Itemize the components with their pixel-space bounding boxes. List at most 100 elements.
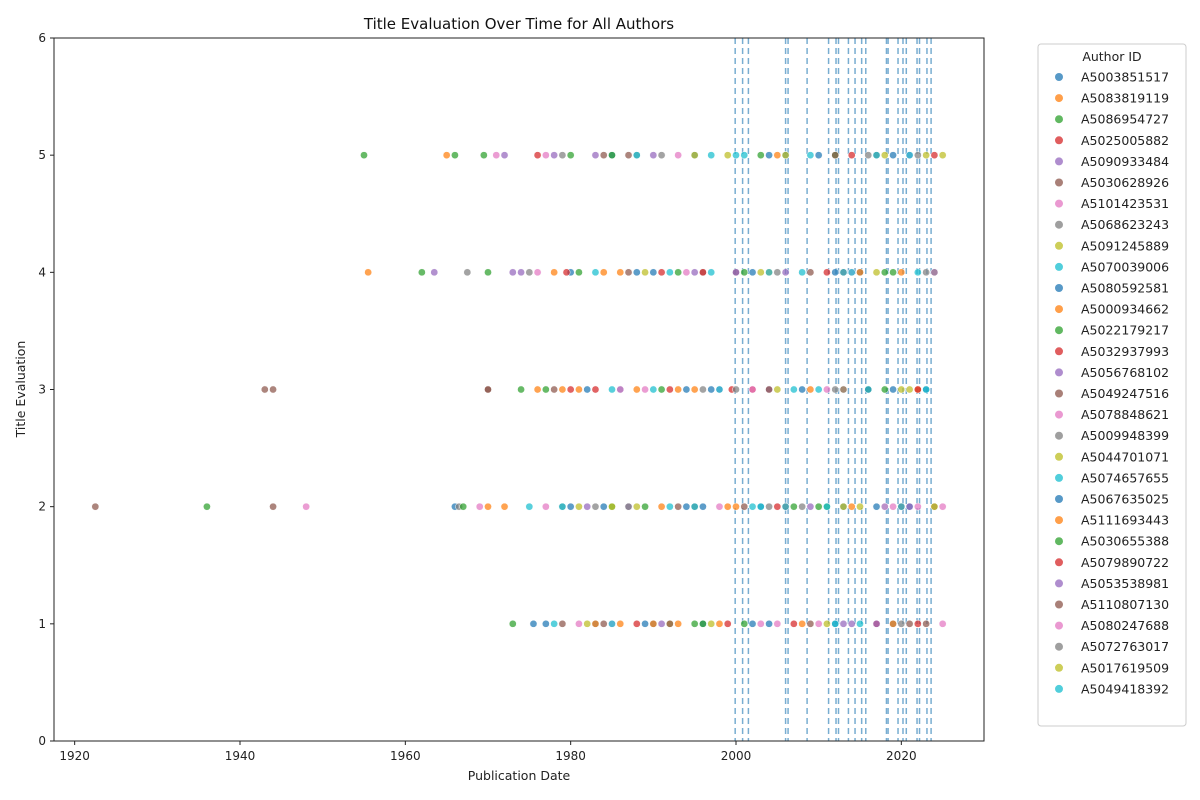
legend-marker <box>1055 178 1063 187</box>
data-point <box>715 619 724 628</box>
data-point <box>599 151 608 160</box>
x-axis-label: Publication Date <box>468 768 571 783</box>
data-point <box>616 385 625 394</box>
legend-entry: A5068623243 <box>1081 217 1169 232</box>
data-point <box>690 268 699 277</box>
data-point <box>599 268 608 277</box>
data-point <box>484 385 492 394</box>
legend-entry: A5022179217 <box>1081 323 1169 338</box>
data-point <box>707 268 716 277</box>
data-point <box>905 619 914 628</box>
legend-marker <box>1055 368 1063 377</box>
data-point <box>575 619 583 628</box>
legend-marker <box>1055 473 1063 482</box>
data-point <box>872 268 881 277</box>
data-point <box>839 502 848 511</box>
data-point <box>430 268 439 277</box>
data-point <box>765 151 773 160</box>
data-point <box>682 502 691 511</box>
data-point <box>418 268 426 277</box>
x-tick-label: 1960 <box>390 749 421 763</box>
data-point <box>575 268 583 277</box>
data-point <box>463 268 472 277</box>
legend-entry: A5110807130 <box>1081 597 1169 612</box>
data-point <box>608 502 616 511</box>
data-point <box>781 151 790 160</box>
data-point <box>591 268 600 277</box>
legend-marker <box>1055 516 1063 525</box>
data-point <box>922 268 930 277</box>
data-point <box>674 502 682 511</box>
data-point <box>624 268 633 277</box>
data-point <box>897 385 906 394</box>
data-point <box>632 385 641 394</box>
legend-entry: A5049247516 <box>1081 386 1169 401</box>
data-point <box>608 619 616 628</box>
data-point <box>533 268 542 277</box>
legend-entry: A5000934662 <box>1081 302 1169 317</box>
legend-entry: A5009948399 <box>1081 428 1169 443</box>
data-point <box>914 385 922 394</box>
legend-title: Author ID <box>1082 49 1141 64</box>
y-tick-label: 1 <box>38 617 46 631</box>
data-point <box>666 268 674 277</box>
data-point <box>517 385 525 394</box>
data-point <box>880 385 889 394</box>
data-point <box>529 619 538 628</box>
data-point <box>839 385 848 394</box>
x-tick-label: 1940 <box>225 749 256 763</box>
data-point <box>674 385 682 394</box>
data-point <box>831 268 840 277</box>
data-point <box>897 502 906 511</box>
data-point <box>856 268 864 277</box>
y-axis-ticks: 0 1 2 3 4 5 6 <box>38 31 54 748</box>
data-point <box>732 502 740 511</box>
data-point <box>451 151 459 160</box>
data-point <box>790 502 798 511</box>
data-point <box>550 268 558 277</box>
data-point <box>690 502 699 511</box>
data-point <box>666 385 674 394</box>
data-point <box>831 385 840 394</box>
data-point <box>649 385 658 394</box>
y-tick-label: 6 <box>38 31 46 45</box>
data-point <box>847 151 856 160</box>
data-point <box>723 151 732 160</box>
data-point <box>732 385 740 394</box>
legend-entry: A5053538981 <box>1081 576 1169 591</box>
data-point <box>756 151 765 160</box>
data-point <box>938 619 947 628</box>
data-point <box>583 502 592 511</box>
data-point <box>748 385 757 394</box>
data-point <box>707 619 716 628</box>
data-point <box>756 619 765 628</box>
data-point <box>823 619 831 628</box>
x-tick-label: 1920 <box>59 749 90 763</box>
legend-entry: A5070039006 <box>1081 259 1169 274</box>
data-point <box>91 502 100 511</box>
data-point <box>525 502 534 511</box>
data-point <box>880 502 889 511</box>
legend-entry: A5078848621 <box>1081 407 1169 422</box>
data-point <box>773 619 782 628</box>
data-point <box>831 151 840 160</box>
data-point <box>616 619 625 628</box>
data-point <box>765 268 773 277</box>
data-point <box>723 619 732 628</box>
data-point <box>583 385 592 394</box>
data-point <box>765 502 773 511</box>
data-point <box>938 151 947 160</box>
data-point <box>814 619 823 628</box>
legend-marker <box>1055 199 1063 208</box>
data-point <box>740 268 749 277</box>
data-point <box>699 385 707 394</box>
legend-marker <box>1055 115 1063 124</box>
data-point <box>806 268 815 277</box>
data-point <box>806 385 815 394</box>
data-point <box>360 151 368 160</box>
data-point <box>599 502 608 511</box>
legend-entry: A5025005882 <box>1081 133 1169 148</box>
data-point <box>790 619 798 628</box>
data-point <box>839 619 848 628</box>
data-point <box>624 151 633 160</box>
